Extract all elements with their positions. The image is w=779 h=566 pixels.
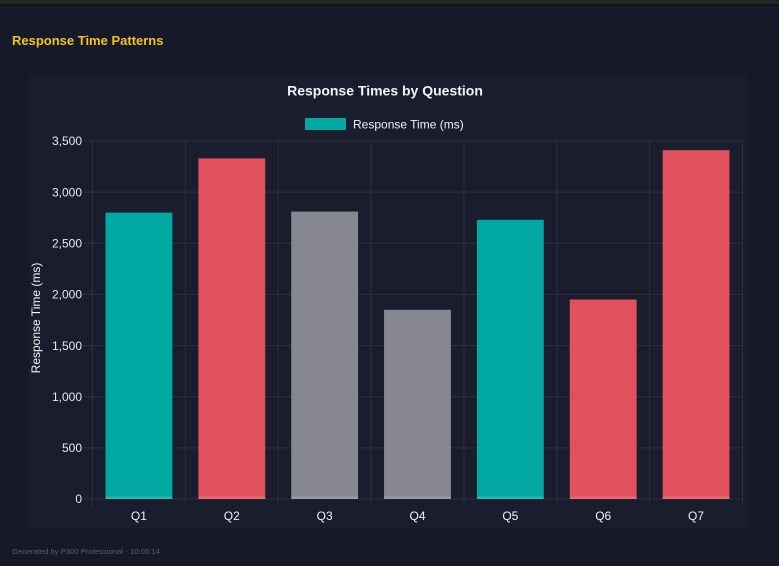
- svg-text:Q3: Q3: [317, 509, 333, 523]
- svg-text:Response Time (ms): Response Time (ms): [29, 263, 43, 374]
- svg-text:Q4: Q4: [409, 509, 425, 523]
- svg-text:Q2: Q2: [224, 509, 240, 523]
- svg-text:500: 500: [62, 441, 82, 455]
- svg-text:3,500: 3,500: [52, 134, 82, 148]
- svg-text:3,000: 3,000: [52, 185, 82, 199]
- svg-text:Q5: Q5: [502, 509, 518, 523]
- svg-text:2,000: 2,000: [52, 288, 82, 302]
- svg-text:Response Times by Question: Response Times by Question: [287, 83, 483, 99]
- svg-text:Q1: Q1: [131, 509, 147, 523]
- svg-text:1,500: 1,500: [52, 339, 82, 353]
- svg-text:0: 0: [75, 492, 82, 506]
- svg-text:Q7: Q7: [688, 509, 704, 523]
- svg-text:2,500: 2,500: [52, 237, 82, 251]
- svg-text:1,000: 1,000: [52, 390, 82, 404]
- svg-text:Response Time (ms): Response Time (ms): [353, 118, 464, 132]
- svg-text:Q6: Q6: [595, 509, 611, 523]
